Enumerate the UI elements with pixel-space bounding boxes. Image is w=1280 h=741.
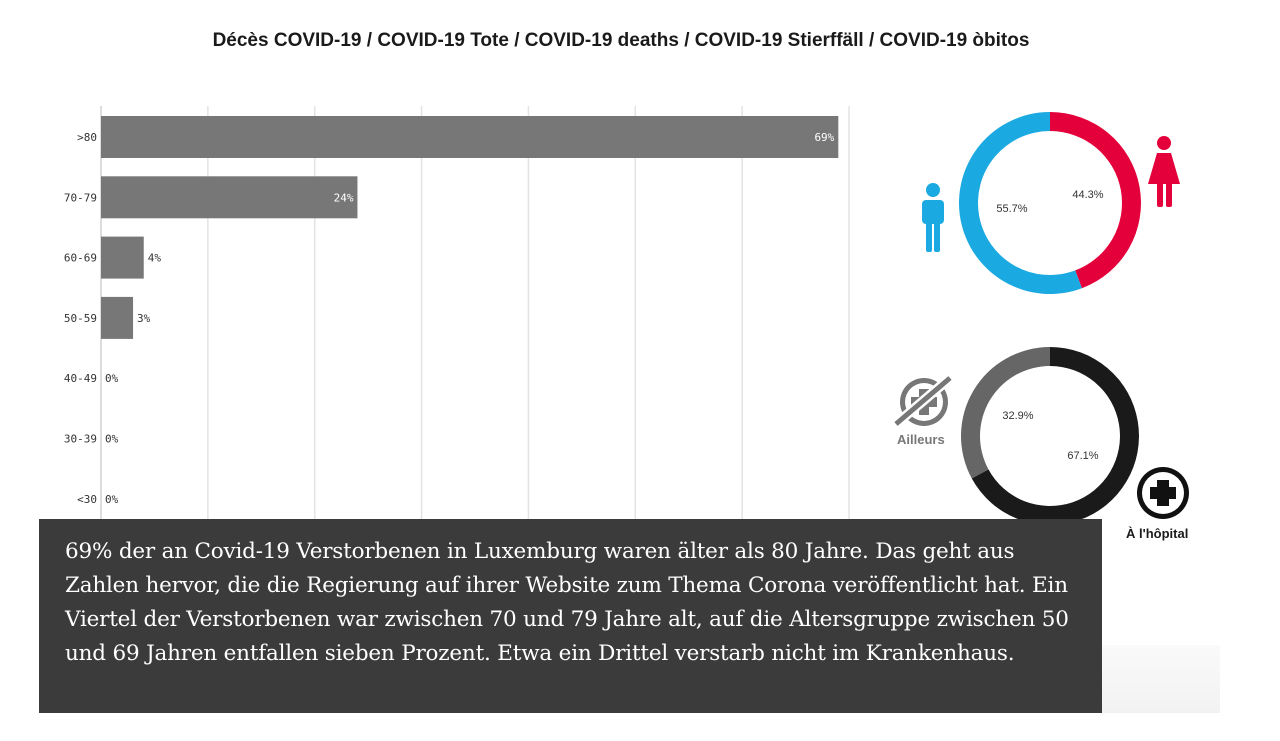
category-label: 70-79 — [64, 191, 97, 204]
category-label: 40-49 — [64, 372, 97, 385]
category-label: 50-59 — [64, 312, 97, 325]
slice-label: 44.3% — [1072, 189, 1103, 201]
value-label: 24% — [334, 191, 354, 204]
value-label: 0% — [105, 433, 119, 446]
category-label: >80 — [77, 131, 97, 144]
bar — [101, 116, 839, 158]
location-donut-chart: 67.1% 32.9% — [961, 346, 1140, 525]
caption-box: 69% der an Covid-19 Verstorbenen in Luxe… — [39, 519, 1102, 713]
value-label: 4% — [148, 252, 162, 265]
value-label: 0% — [105, 372, 119, 385]
ailleurs-label: Ailleurs — [897, 432, 945, 447]
male-icon — [922, 183, 944, 252]
slice-label: 32.9% — [1002, 410, 1033, 422]
value-label: 3% — [137, 312, 151, 325]
bar — [101, 236, 144, 279]
female-icon — [1148, 136, 1180, 207]
crossed-out-hospital-icon — [892, 374, 954, 428]
value-label: 0% — [105, 493, 119, 506]
age-bar-chart: >80 69% 70-79 24% 60-69 4% 50-59 3% 40-49 0% 30-39… — [64, 116, 839, 506]
gridlines — [100, 106, 850, 520]
chart-title: Décès COVID-19 / COVID-19 Tote / COVID-1… — [212, 30, 1030, 51]
gender-donut-chart: 44.3% 55.7% — [959, 112, 1142, 294]
donut-slice — [959, 112, 1082, 294]
hospital-cross-icon — [1137, 467, 1189, 519]
hospital-label: À l'hôpital — [1126, 526, 1189, 541]
value-label: 69% — [814, 131, 834, 144]
background-shade — [1102, 645, 1220, 713]
bar — [101, 296, 134, 339]
category-label: <30 — [77, 493, 97, 506]
category-label: 30-39 — [64, 433, 97, 446]
donut-slice — [961, 346, 1050, 479]
slice-label: 55.7% — [996, 203, 1027, 215]
slice-label: 67.1% — [1067, 450, 1098, 462]
category-label: 60-69 — [64, 252, 97, 265]
bar — [101, 176, 358, 219]
donut-slice — [1050, 112, 1142, 289]
